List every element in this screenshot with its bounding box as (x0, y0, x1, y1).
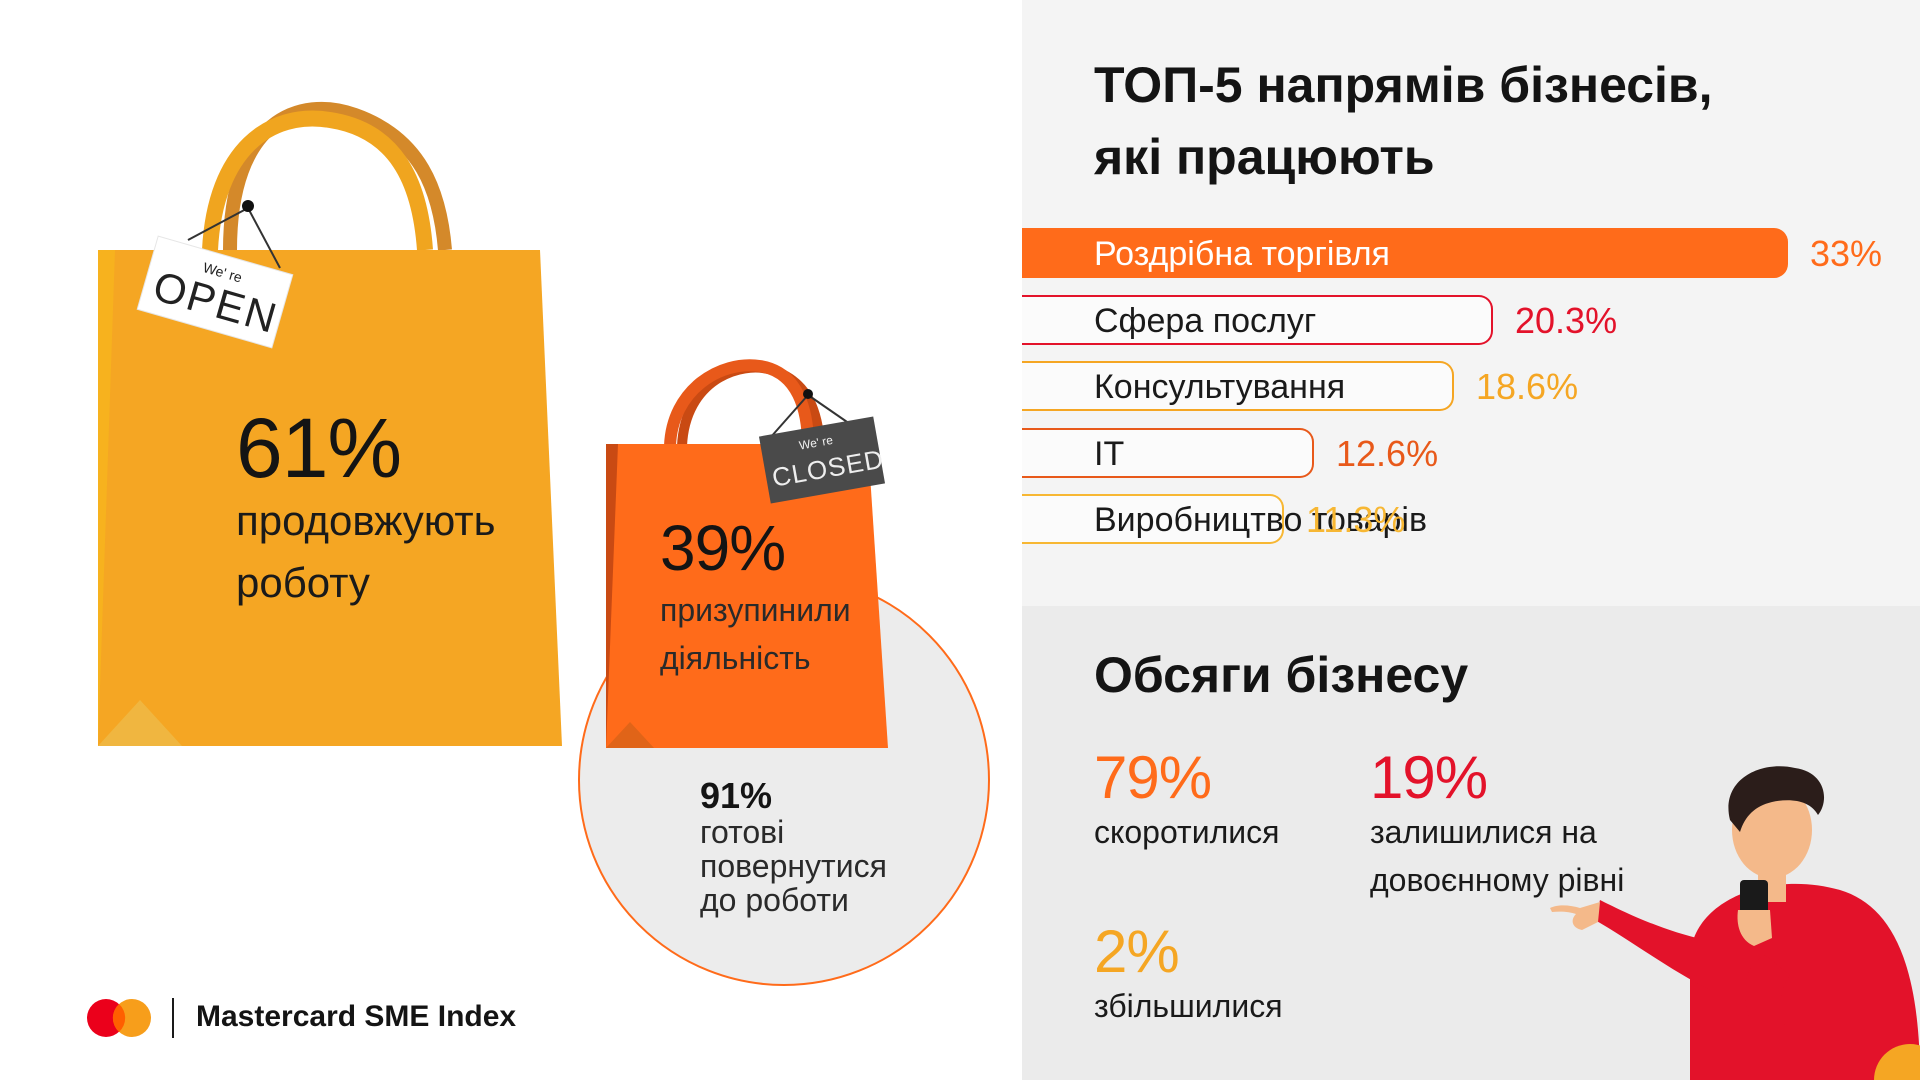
person-arm (1595, 900, 1710, 990)
bar-row: Консультування 18.6% (1022, 361, 1920, 413)
working-percent: 61% (236, 401, 402, 495)
decreased-label: скоротилися (1094, 814, 1280, 850)
bar-value-label: 18.6% (1476, 366, 1579, 407)
person-torso (1690, 883, 1920, 1080)
big-bag-handle-front (202, 110, 433, 251)
same-label-line1: залишилися на (1370, 814, 1597, 850)
small-bag-body (606, 444, 888, 748)
small-bag-handle-front (664, 359, 814, 447)
bar-label: Роздрібна торгівля (1094, 235, 1390, 273)
increased-percent: 2% (1094, 918, 1180, 985)
person-with-phone-illustration (1550, 766, 1920, 1080)
top5-title-line1: ТОП-5 напрямів бізнесів, (1094, 57, 1713, 113)
brand-divider (172, 998, 174, 1038)
brand-name: Mastercard SME Index (196, 1000, 517, 1033)
decreased-percent: 79% (1094, 744, 1212, 811)
same-label-line2: довоєнному рівні (1370, 862, 1625, 898)
bar-label: Виробництво товарів (1094, 501, 1428, 539)
bar-label: IT (1094, 434, 1125, 473)
tag-hole-closed (803, 389, 813, 399)
ready-label-line1: готові (700, 814, 785, 850)
bar-row: IT 12.6% (1022, 427, 1920, 480)
same-percent: 19% (1370, 744, 1488, 811)
big-bag-fold (98, 700, 182, 746)
person-hair (1728, 766, 1825, 832)
ready-percent: 91% (700, 775, 773, 816)
ready-label: готові повернутися до роботи (700, 815, 940, 917)
ready-label-line2: повернутися (700, 848, 887, 884)
bar-label: Сфера послуг (1094, 301, 1317, 340)
person-phone-arm (1745, 955, 1790, 1025)
bar (1022, 494, 1284, 544)
mastercard-logo-icon (87, 999, 151, 1037)
closed-sign: We' re CLOSED (758, 416, 886, 504)
bar-value-label: 33% (1810, 233, 1883, 274)
bar-label: Консультування (1094, 368, 1346, 406)
closed-sign-small: We' re (798, 433, 834, 453)
shopping-bags-illustration: We' re OPEN We' re CLOSED (98, 101, 990, 986)
paused-percent: 39% (660, 512, 786, 584)
bar (1022, 294, 1493, 345)
working-label-line1: продовжують (236, 497, 496, 544)
bar (1022, 427, 1314, 478)
paused-label-line1: призупинили (660, 592, 851, 628)
big-bag-body (98, 250, 562, 746)
bar-value-label: 20.3% (1515, 299, 1618, 341)
volume-title: Обсяги бізнесу (1094, 647, 1469, 703)
bar-row: Виробництво товарів 11.3% (1022, 494, 1920, 546)
small-bag-fold (606, 722, 654, 748)
person-phone-hand (1737, 910, 1772, 946)
bar (1022, 228, 1788, 278)
increased-label: збільшилися (1094, 988, 1283, 1024)
accent-circle (1874, 1044, 1920, 1080)
open-sign: We' re OPEN (136, 235, 294, 349)
bar (1022, 361, 1454, 411)
big-bag-handle-back (223, 101, 452, 251)
person-pointing-hand (1550, 902, 1600, 930)
working-label-line2: роботу (236, 559, 370, 606)
tag-hole (242, 200, 254, 212)
top5-title-line2: які працюють (1094, 129, 1435, 185)
bar-value-label: 11.3% (1306, 499, 1406, 540)
bar-row: Сфера послуг 20.3% (1022, 294, 1920, 347)
ready-label-line3: до роботи (700, 882, 849, 918)
bar-row: Роздрібна торгівля 33% (1022, 228, 1920, 280)
bar-value-label: 12.6% (1336, 432, 1439, 474)
paused-label-line2: діяльність (660, 640, 811, 676)
